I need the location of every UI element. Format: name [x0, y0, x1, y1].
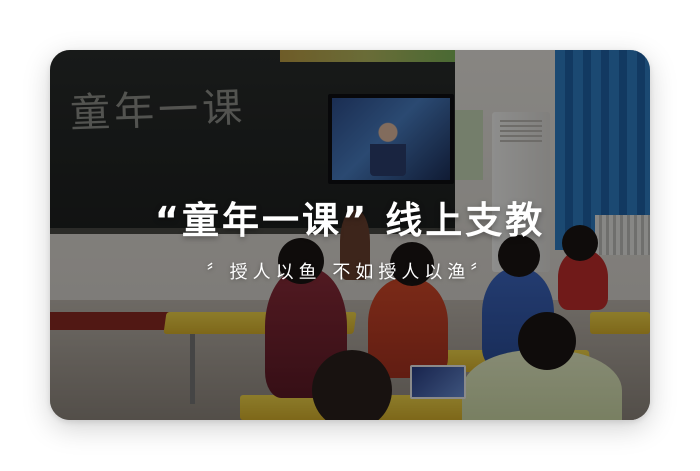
photo-book — [410, 365, 466, 399]
photo-radiator — [595, 215, 650, 255]
photo-child — [368, 278, 448, 378]
photo-tv-figure — [370, 120, 406, 176]
photo-child-head — [562, 225, 598, 261]
photo-child-head — [278, 238, 324, 284]
photo-child — [340, 210, 370, 280]
dark-overlay — [50, 50, 650, 420]
feature-card[interactable]: 童年一课 — [50, 50, 650, 420]
photo-banner — [280, 50, 455, 62]
photo-notice-board — [455, 110, 483, 180]
photo-child-head — [390, 242, 434, 286]
photo-child-head — [518, 312, 576, 370]
photo-child-head — [312, 350, 392, 420]
photo-desk-leg — [190, 334, 195, 404]
card-subtitle: 〞授人以鱼 不如授人以渔〞 — [206, 262, 494, 283]
photo-child-head — [498, 235, 540, 277]
card-title: “童年一课” 线上支教 — [154, 199, 546, 242]
photo-desk — [590, 312, 650, 334]
photo-tv-screen — [328, 94, 454, 184]
